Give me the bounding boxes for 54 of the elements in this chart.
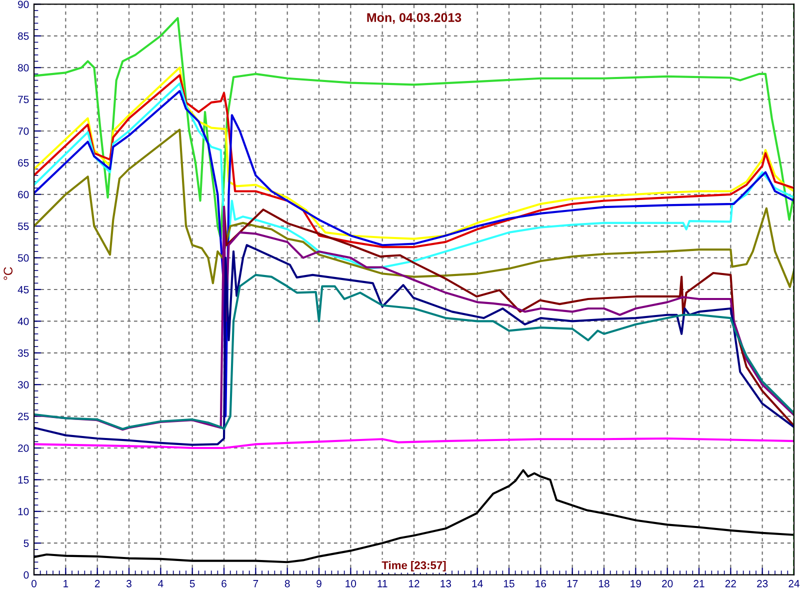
y-tick-label: 70 <box>18 128 29 135</box>
x-tick-label: 11 <box>378 580 388 588</box>
x-tick-label: 23 <box>757 580 768 588</box>
x-tick-label: 14 <box>472 580 483 588</box>
y-tick-label: 35 <box>18 349 29 357</box>
y-tick-label: 75 <box>18 96 29 104</box>
y-tick-label: 20 <box>18 444 29 452</box>
x-tick-label: 15 <box>504 580 514 588</box>
y-tick-label: 25 <box>18 412 29 420</box>
line-series <box>34 128 794 288</box>
x-tick-label: 16 <box>536 580 546 588</box>
x-tick-label: 17 <box>567 580 578 588</box>
x-tick-label: 6 <box>222 580 226 588</box>
x-tick-label: 12 <box>409 580 420 588</box>
x-tick-label: 7 <box>253 580 258 588</box>
x-tick-label: 1 <box>64 580 68 588</box>
y-tick-label: 40 <box>18 318 29 326</box>
x-axis-title: Time [23:57] <box>382 561 446 572</box>
y-tick-label: 85 <box>18 32 29 40</box>
x-tick-label: 18 <box>599 580 610 588</box>
text: Mon, 04.03.2013 <box>367 13 462 24</box>
x-tick-label: 20 <box>662 580 673 588</box>
x-tick-label: 3 <box>126 580 132 588</box>
x-tick-label: 2 <box>94 580 100 588</box>
y-tick-label: 5 <box>24 540 29 547</box>
line-series <box>34 274 794 430</box>
x-tick-label: 0 <box>32 580 36 588</box>
y-tick-label: 15 <box>18 476 29 484</box>
x-tick-label: 19 <box>630 580 641 588</box>
line-series <box>34 90 794 418</box>
line-series <box>34 437 794 450</box>
y-tick-label: 0 <box>24 571 29 579</box>
y-tick-label: 60 <box>18 190 29 198</box>
x-tick-label: 9 <box>316 580 322 588</box>
line-series <box>34 206 794 431</box>
line-series <box>222 206 794 427</box>
x-tick-label: 24 <box>788 580 800 588</box>
x-tick-label: 21 <box>694 580 704 588</box>
x-tick-label: 5 <box>190 580 195 588</box>
x-tick-label: 10 <box>346 580 356 588</box>
x-tick-label: 22 <box>725 580 736 588</box>
y-tick-label: 65 <box>18 159 29 167</box>
x-tick-label: 8 <box>284 580 290 588</box>
y-tick-label: 30 <box>18 381 29 388</box>
y-tick-label: 50 <box>18 254 29 262</box>
line-series <box>34 82 794 270</box>
y-axis-title: °C <box>4 267 13 280</box>
y-tick-label: 55 <box>18 222 29 230</box>
y-tick-label: 80 <box>18 64 29 72</box>
y-tick-label: 90 <box>18 0 29 8</box>
x-tick-label: 13 <box>440 580 452 588</box>
y-tick-label: 10 <box>18 508 29 516</box>
y-tick-label: 45 <box>18 286 29 294</box>
x-tick-label: 4 <box>158 580 164 588</box>
